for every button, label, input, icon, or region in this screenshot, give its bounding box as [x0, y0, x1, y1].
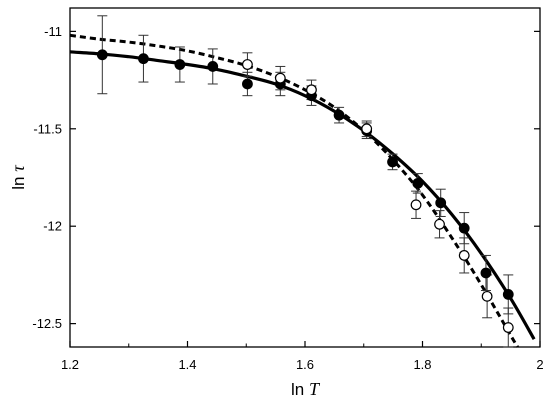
open-data-point: [306, 84, 317, 96]
filled-data-point: [502, 288, 514, 300]
open-data-point: [434, 218, 445, 230]
y-axis-label-prefix: ln: [9, 172, 28, 190]
open-data-point: [481, 290, 493, 302]
error-bars: [97, 15, 514, 348]
filled-data-point: [387, 156, 398, 168]
x-tick-label: 2: [536, 357, 543, 372]
x-axis-label-variable: T: [309, 379, 321, 399]
filled-data-point: [412, 177, 424, 189]
dashed-fit-line: [69, 33, 519, 348]
x-tick-label: 1.4: [178, 357, 196, 372]
y-axis-label: ln τ: [8, 165, 28, 190]
axis-ticks: 1.2 1.4 1.6 1.8 2 -11 -11.5 -12 -12.5: [32, 24, 543, 372]
x-axis-label: ln T: [291, 379, 321, 399]
open-data-point: [361, 123, 373, 135]
data-points: [96, 49, 514, 333]
x-tick-label: 1.6: [296, 357, 314, 372]
filled-data-point: [138, 53, 149, 65]
filled-data-point: [333, 109, 345, 121]
y-tick-label: -12: [43, 219, 62, 234]
x-tick-label: 1.8: [413, 357, 431, 372]
plot-area: 1.2 1.4 1.6 1.8 2 -11 -11.5 -12 -12.5: [32, 7, 544, 372]
filled-data-point: [242, 78, 253, 90]
x-tick-label: 1.2: [61, 357, 79, 372]
x-axis-label-prefix: ln: [291, 380, 309, 399]
y-axis-label-variable: τ: [8, 165, 28, 172]
filled-data-point: [480, 267, 492, 279]
filled-data-point: [96, 49, 108, 61]
open-data-point: [458, 250, 470, 261]
filled-data-point: [207, 61, 219, 72]
solid-fit-line: [69, 50, 536, 340]
open-data-point: [274, 72, 286, 84]
filled-data-point: [435, 197, 447, 209]
open-data-point: [242, 59, 253, 70]
filled-data-point: [458, 222, 470, 234]
open-data-point: [410, 199, 422, 211]
filled-data-point: [174, 59, 186, 70]
open-data-point: [502, 322, 514, 333]
y-tick-label: -11.5: [33, 121, 62, 136]
y-tick-label: -11: [44, 24, 62, 39]
y-tick-label: -12.5: [32, 316, 62, 331]
